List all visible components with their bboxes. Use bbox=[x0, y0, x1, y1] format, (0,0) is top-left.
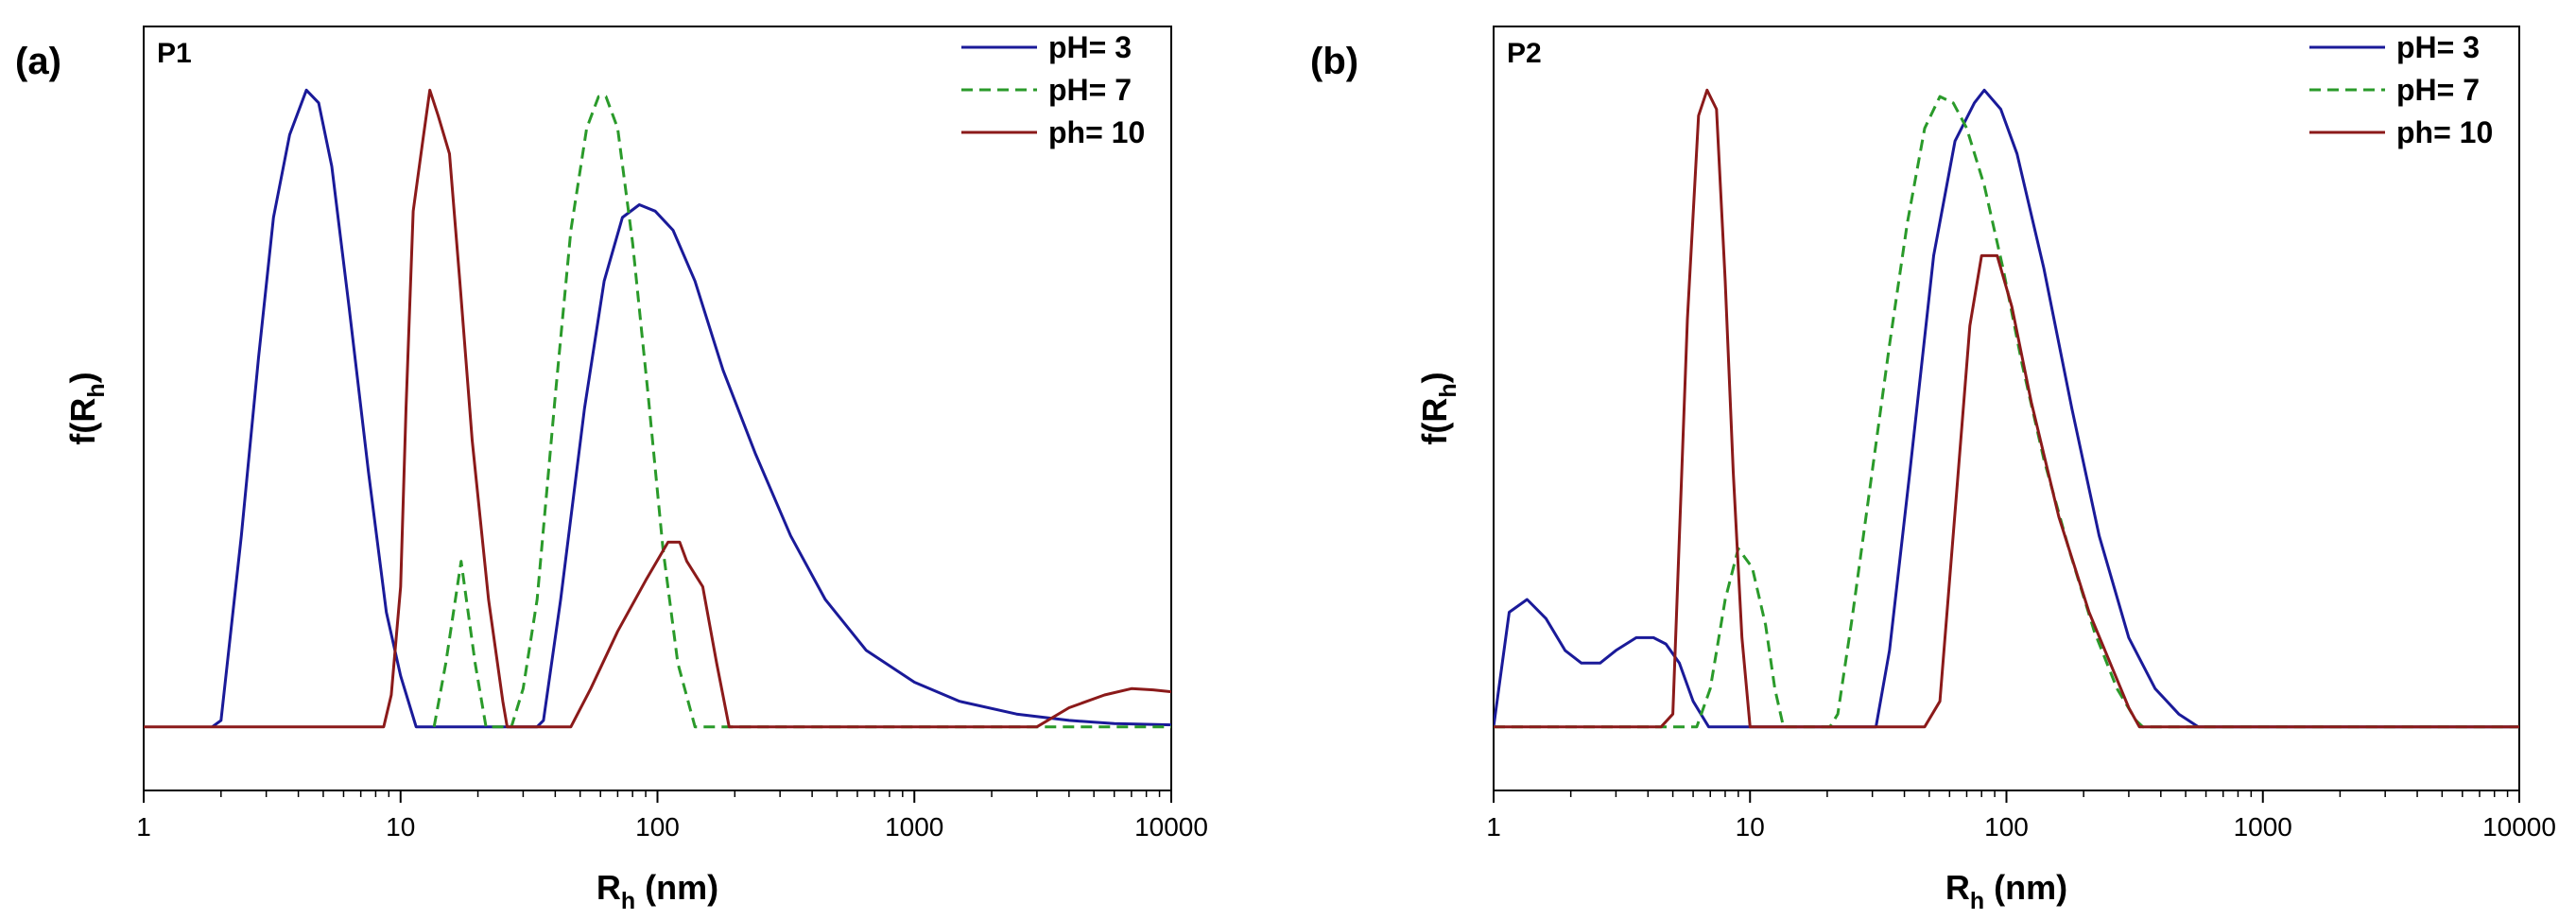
x-tick-label: 10 bbox=[386, 812, 415, 842]
x-tick-label: 1000 bbox=[2234, 812, 2292, 842]
x-axis-title-sub: h bbox=[1970, 888, 1984, 914]
y-axis-title-main: f(R bbox=[63, 398, 102, 445]
series-line-1 bbox=[1494, 95, 2519, 729]
x-tick-label: 100 bbox=[1984, 812, 2029, 842]
y-axis-title-sub: h bbox=[83, 383, 110, 397]
legend-label-2: ph= 10 bbox=[1048, 115, 1145, 149]
plot-frame bbox=[143, 26, 1172, 791]
x-tick-label: 10000 bbox=[1134, 812, 1208, 842]
y-axis-title: f(Rh) bbox=[1415, 372, 1461, 444]
x-tick-label: 100 bbox=[635, 812, 680, 842]
y-axis-title-close: ) bbox=[1415, 372, 1454, 383]
panel-label: (a) bbox=[15, 41, 61, 82]
legend-label-1: pH= 7 bbox=[1048, 73, 1132, 107]
x-tick-label: 1 bbox=[1486, 812, 1501, 842]
x-tick-label: 1000 bbox=[885, 812, 943, 842]
legend-label-1: pH= 7 bbox=[2396, 73, 2480, 107]
legend-label-0: pH= 3 bbox=[2396, 30, 2480, 64]
y-axis-title: f(Rh) bbox=[63, 372, 110, 444]
y-axis-title-main: f(R bbox=[1415, 398, 1454, 445]
legend-label-0: pH= 3 bbox=[1048, 30, 1132, 64]
plot-frame bbox=[1493, 26, 2520, 791]
chart-title: P1 bbox=[157, 38, 192, 69]
x-axis-title-unit: (nm) bbox=[1984, 868, 2067, 907]
x-axis-title: Rh (nm) bbox=[596, 868, 718, 914]
x-axis-title-main: R bbox=[1945, 868, 1970, 907]
y-axis-title-sub: h bbox=[1435, 383, 1461, 397]
series-line-2 bbox=[144, 88, 1171, 729]
series-line-0 bbox=[1494, 88, 2519, 729]
series-line-2 bbox=[1494, 88, 2519, 729]
series-line-0 bbox=[211, 88, 1171, 729]
x-tick-label: 10 bbox=[1736, 812, 1765, 842]
y-axis-title-close: ) bbox=[63, 372, 102, 383]
series-line-1 bbox=[432, 95, 1171, 729]
chart-title: P2 bbox=[1507, 38, 1542, 69]
legend-label-2: ph= 10 bbox=[2396, 115, 2493, 149]
x-tick-label: 1 bbox=[136, 812, 151, 842]
x-axis-title: Rh (nm) bbox=[1945, 868, 2067, 914]
x-tick-label: 10000 bbox=[2482, 812, 2556, 842]
panel-label: (b) bbox=[1310, 41, 1358, 82]
x-axis-title-main: R bbox=[596, 868, 621, 907]
x-axis-title-unit: (nm) bbox=[635, 868, 718, 907]
x-axis-title-sub: h bbox=[621, 888, 635, 914]
